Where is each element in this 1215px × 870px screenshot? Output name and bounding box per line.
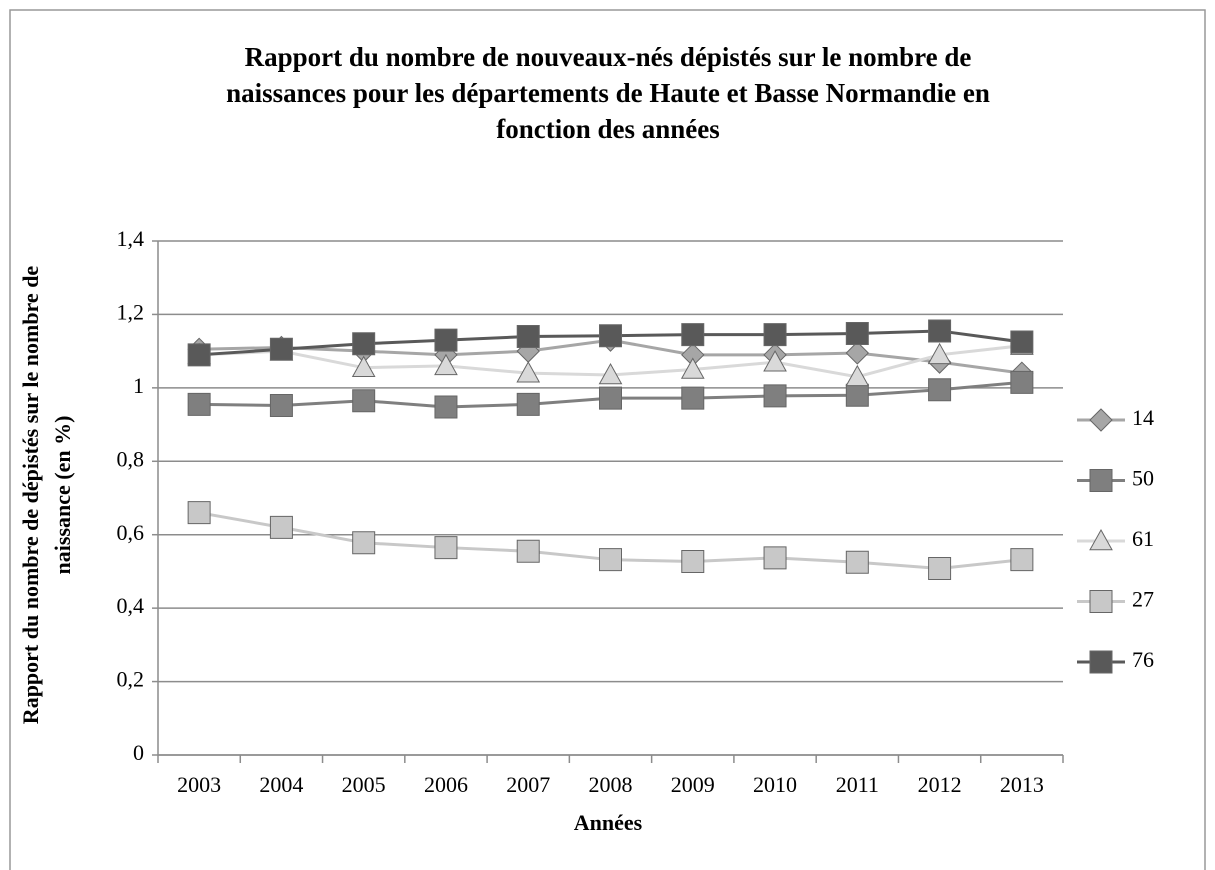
marker [352, 531, 376, 555]
y-tick-label: 0 [133, 740, 144, 765]
marker [681, 386, 705, 410]
marker [680, 357, 705, 379]
marker [845, 550, 869, 574]
marker [351, 355, 376, 377]
marker [845, 383, 869, 407]
legend-label: 27 [1132, 587, 1154, 612]
y-axis-title: naissance (en %) [50, 416, 75, 575]
legend-label: 14 [1132, 405, 1154, 430]
y-tick-label: 0,8 [117, 446, 145, 471]
chart-title: naissances pour les départements de Haut… [226, 78, 990, 108]
marker [763, 323, 787, 347]
marker [1089, 408, 1113, 432]
x-tick-label: 2005 [342, 772, 386, 797]
marker [1010, 548, 1034, 572]
marker [434, 328, 458, 352]
x-tick-label: 2011 [836, 772, 879, 797]
marker [845, 322, 869, 346]
marker [187, 392, 211, 416]
marker [598, 362, 623, 385]
marker [516, 361, 541, 383]
marker [1089, 469, 1113, 492]
marker [516, 539, 540, 563]
marker [928, 319, 952, 343]
y-axis-title-group: Rapport du nombre de dépistés sur le nom… [18, 266, 75, 725]
marker [599, 386, 622, 410]
marker [599, 324, 622, 348]
y-tick-label: 0,2 [117, 667, 145, 692]
marker [845, 341, 870, 365]
marker [352, 332, 376, 356]
marker [1089, 650, 1113, 674]
marker [763, 384, 787, 408]
x-tick-label: 2013 [1000, 772, 1044, 797]
legend-label: 50 [1132, 466, 1154, 491]
y-tick-label: 1,2 [117, 299, 145, 324]
y-axis-title: Rapport du nombre de dépistés sur le nom… [18, 266, 43, 725]
x-tick-label: 2012 [918, 772, 962, 797]
legend-label: 76 [1132, 647, 1154, 672]
marker [681, 323, 705, 347]
marker [928, 378, 952, 402]
y-tick-label: 0,4 [117, 593, 145, 618]
x-tick-label: 2008 [589, 772, 633, 797]
x-axis-title: Années [574, 810, 643, 835]
marker [599, 548, 622, 572]
x-tick-label: 2007 [506, 772, 550, 797]
marker [516, 324, 540, 348]
x-tick-label: 2010 [753, 772, 797, 797]
marker [928, 556, 952, 580]
legend-label: 61 [1132, 526, 1154, 551]
marker [434, 395, 458, 419]
marker [681, 550, 705, 574]
marker [269, 515, 293, 539]
y-tick-label: 1 [133, 373, 144, 398]
marker [434, 353, 458, 376]
marker [434, 536, 458, 560]
marker [516, 392, 540, 416]
chart-title: Rapport du nombre de nouveaux-nés dépist… [245, 42, 972, 72]
x-tick-label: 2003 [177, 772, 221, 797]
x-tick-label: 2009 [671, 772, 715, 797]
marker [927, 342, 952, 365]
marker [187, 343, 211, 367]
x-tick-label: 2006 [424, 772, 468, 797]
y-tick-label: 1,4 [117, 226, 145, 251]
marker [845, 364, 870, 387]
marker [1010, 330, 1034, 354]
marker [1010, 370, 1034, 394]
marker [269, 393, 293, 417]
marker [352, 389, 376, 413]
x-tick-label: 2004 [259, 772, 303, 797]
chart-title: fonction des années [496, 114, 720, 144]
marker [1089, 590, 1113, 613]
frame [9, 9, 1206, 870]
marker [763, 350, 787, 372]
y-tick-label: 0,6 [117, 520, 145, 545]
marker [763, 546, 787, 570]
marker [187, 501, 211, 525]
marker [269, 337, 293, 361]
marker [1089, 528, 1113, 551]
